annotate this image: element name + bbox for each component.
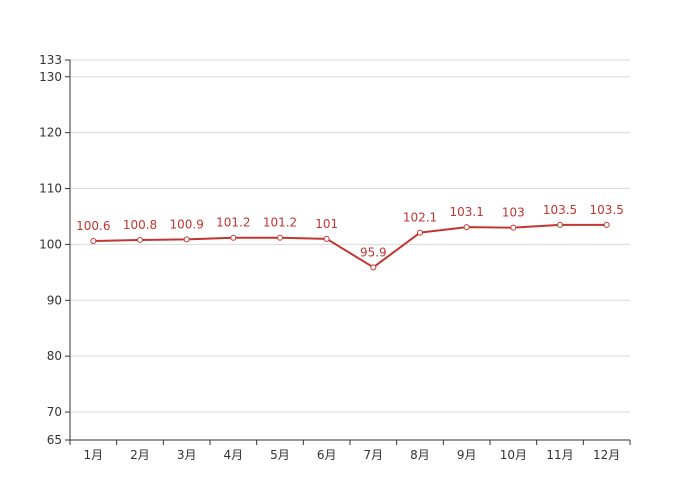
x-tick-label: 1月: [84, 448, 104, 462]
data-point[interactable]: [557, 221, 563, 228]
y-tick-label: 110: [39, 182, 62, 196]
data-point[interactable]: [417, 229, 423, 236]
data-point[interactable]: [183, 236, 190, 243]
series-line-group: [90, 221, 610, 271]
x-tick-label: 11月: [546, 448, 573, 462]
x-tick-label: 12月: [593, 448, 620, 462]
y-tick-label: 100: [39, 237, 62, 251]
data-label: 103: [502, 206, 525, 220]
y-tick-label: 65: [47, 433, 62, 447]
x-tick-label: 10月: [500, 448, 527, 462]
x-tick-label: 9月: [457, 448, 477, 462]
data-label: 103.1: [449, 205, 483, 219]
x-tick-label: 5月: [270, 448, 290, 462]
x-tick-label: 2月: [130, 448, 150, 462]
grid-lines: [70, 59, 630, 413]
data-point[interactable]: [137, 236, 143, 243]
data-point[interactable]: [277, 234, 283, 241]
x-tick-label: 4月: [224, 448, 244, 462]
data-point[interactable]: [510, 224, 517, 231]
data-label: 100.6: [76, 219, 110, 233]
x-axis: 1月 2月 3月 4月 5月 6月 7月 8月 9月 10月 11月 12月: [69, 439, 631, 462]
data-point[interactable]: [370, 264, 377, 271]
data-label: 102.1: [403, 211, 437, 225]
data-point[interactable]: [463, 224, 470, 231]
x-tick-label: 6月: [317, 448, 337, 462]
data-point[interactable]: [230, 234, 237, 241]
data-label: 103.5: [543, 203, 577, 217]
x-tick-label: 8月: [410, 448, 430, 462]
x-tick-label: 7月: [364, 448, 384, 462]
data-label: 103.5: [589, 203, 623, 217]
y-tick-label: 90: [47, 293, 62, 307]
y-tick-label: 130: [39, 70, 62, 84]
data-label: 100.8: [123, 218, 157, 232]
data-label: 95.9: [360, 245, 387, 259]
y-axis: 65 70 80 90 100 110 120 130 133: [39, 53, 71, 447]
data-point[interactable]: [90, 238, 97, 245]
data-label: 101.2: [263, 216, 297, 230]
y-tick-label: 80: [47, 349, 62, 363]
y-tick-label: 133: [39, 53, 62, 67]
series-line: [93, 223, 607, 269]
data-label: 101: [315, 217, 338, 231]
data-label: 101.2: [216, 216, 250, 230]
x-tick-label: 3月: [177, 448, 197, 462]
data-labels: 100.6 100.8 100.9 101.2 101.2 101 95.9 102.1 103…: [76, 203, 624, 259]
y-tick-label: 120: [39, 126, 62, 140]
data-point[interactable]: [323, 235, 330, 242]
data-label: 100.9: [169, 217, 203, 231]
data-point[interactable]: [603, 221, 610, 228]
y-tick-label: 70: [47, 405, 62, 419]
